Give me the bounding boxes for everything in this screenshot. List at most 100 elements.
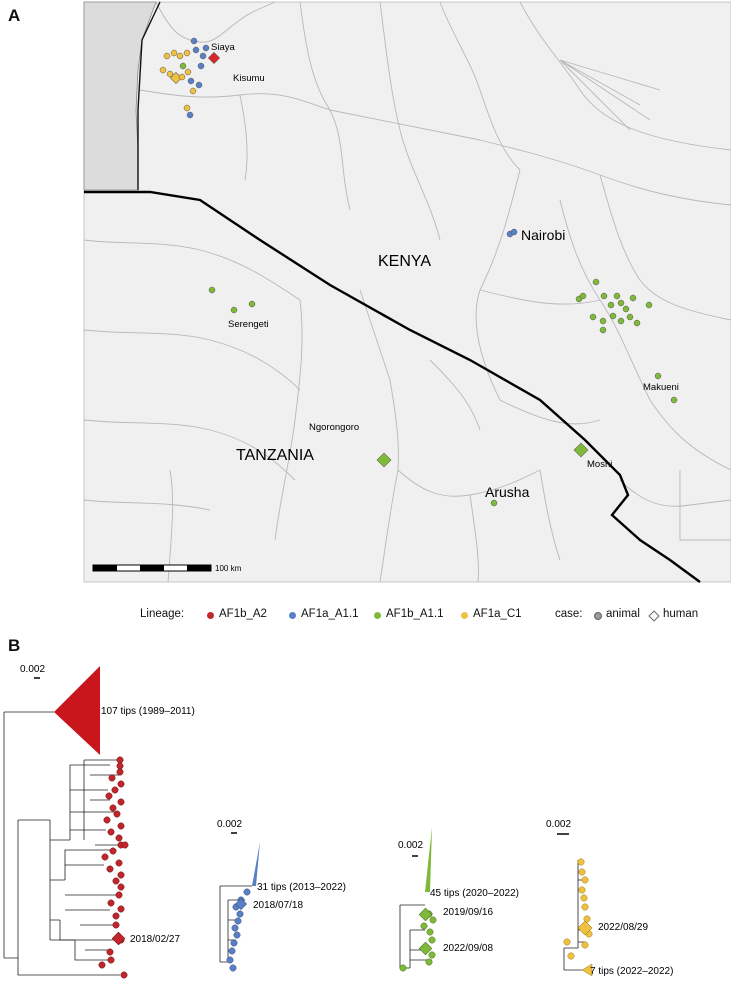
tree2-scale-label: 0.002 [217, 819, 242, 830]
marker-green [599, 317, 607, 325]
marker-green [592, 278, 600, 286]
marker-yellow [189, 87, 197, 95]
marker-blue [197, 62, 205, 70]
tree1-clade-label: 107 tips (1989–2011) [101, 706, 195, 717]
marker-green [645, 301, 653, 309]
tree3-scale-label: 0.002 [398, 840, 423, 851]
marker-yellow [178, 73, 186, 81]
tree3-tip-label-1: 2019/09/16 [443, 907, 493, 918]
marker-green [654, 372, 662, 380]
tree1-scale-label: 0.002 [20, 664, 45, 675]
tree2-tip-label: 2018/07/18 [253, 900, 303, 911]
marker-yellow [163, 52, 171, 60]
map-background [83, 1, 731, 583]
panel-label-a: A [8, 6, 21, 25]
marker-yellow [176, 52, 184, 60]
marker-green [248, 300, 256, 308]
place-makueni: Makueni [643, 382, 679, 393]
marker-green [617, 299, 625, 307]
country-border [84, 190, 701, 583]
marker-green [617, 317, 625, 325]
tree4-tip-label: 2022/08/29 [598, 922, 648, 933]
marker-blue [187, 77, 195, 85]
legend-lineage-1: AF1b_A2 [219, 608, 267, 620]
tree-af1a-c1: 0.002 2022/08/29 7 tips (2022–2022) [546, 819, 673, 977]
map-markers [159, 37, 678, 507]
lake-border [137, 1, 161, 190]
legend-lineage-2: AF1a_A1.1 [301, 608, 359, 620]
lake-victoria [83, 1, 157, 191]
tree-af1b-a1: 0.002 45 tips (2020–2022) 2019/09/16 202… [398, 827, 519, 972]
tree2-clade-label: 31 tips (2013–2022) [257, 882, 346, 893]
marker-green [626, 313, 634, 321]
marker-green [629, 294, 637, 302]
marker-blue [202, 44, 210, 52]
marker-green [600, 292, 608, 300]
legend-case-animal: animal [606, 608, 640, 620]
marker-blue [192, 46, 200, 54]
tree1-tip-label: 2018/02/27 [130, 934, 180, 945]
scale-bar: 100 km [92, 564, 242, 573]
marker-red-human [207, 51, 221, 65]
marker-blue [195, 81, 203, 89]
tree4-scale-label: 0.002 [546, 819, 571, 830]
tree3-tip-label-2: 2022/09/08 [443, 943, 493, 954]
map-panel: KENYA TANZANIA Siaya Kisumu Nairobi Sere… [83, 1, 731, 583]
marker-yellow [183, 104, 191, 112]
marker-green-human [573, 442, 589, 458]
marker-yellow [183, 49, 191, 57]
place-siaya: Siaya [211, 42, 235, 53]
tree1-collapsed-clade [54, 666, 100, 755]
legend-diamond-human [648, 610, 660, 622]
marker-green [622, 305, 630, 313]
marker-blue [510, 228, 518, 236]
tree4-clade-label: 7 tips (2022–2022) [590, 966, 673, 977]
marker-green [613, 292, 621, 300]
marker-blue [199, 52, 207, 60]
marker-blue [186, 111, 194, 119]
legend-dot-af1a-a1 [289, 612, 296, 619]
marker-green [230, 306, 238, 314]
tree-af1b-a2: 0.002 107 tips (1989–2011) 20 [3, 664, 195, 979]
marker-green [179, 62, 187, 70]
place-ngorongoro: Ngorongoro [309, 422, 359, 433]
tree2-collapsed-clade [252, 842, 260, 886]
panel-label-b: B [8, 636, 21, 655]
marker-green [490, 499, 498, 507]
marker-green [670, 396, 678, 404]
country-kenya: KENYA [378, 253, 431, 270]
scale-bar-label: 100 km [215, 564, 242, 573]
legend-case-title: case: [555, 608, 583, 620]
legend-lineage-title: Lineage: [140, 608, 185, 620]
admin-boundaries [83, 1, 731, 583]
marker-green [599, 326, 607, 334]
legend-dot-af1b-a1 [374, 612, 381, 619]
marker-blue [190, 37, 198, 45]
place-kisumu: Kisumu [233, 73, 265, 84]
marker-green [607, 301, 615, 309]
marker-green [208, 286, 216, 294]
place-arusha: Arusha [485, 484, 530, 500]
legend-dot-af1a-c1 [461, 612, 468, 619]
tree-af1a-a1: 0.002 31 tips (2013–2022) 2018/07/18 [217, 819, 346, 972]
marker-yellow [170, 49, 178, 57]
legend-dot-animal [594, 612, 602, 620]
tree3-collapsed-clade [425, 827, 432, 892]
place-serengeti: Serengeti [228, 319, 269, 330]
marker-green [633, 319, 641, 327]
marker-green [589, 313, 597, 321]
legend-lineage-3: AF1b_A1.1 [386, 608, 444, 620]
tree3-clade-label: 45 tips (2020–2022) [430, 888, 519, 899]
legend-case-human: human [663, 608, 699, 620]
legend: Lineage: AF1b_A2 AF1a_A1.1 AF1b_A1.1 AF1… [0, 602, 731, 630]
marker-green [579, 292, 587, 300]
marker-yellow [166, 70, 174, 78]
legend-dot-af1b-a2 [207, 612, 214, 619]
place-moshi: Moshi [587, 459, 612, 470]
marker-yellow-human [169, 71, 183, 85]
country-tanzania: TANZANIA [236, 447, 314, 464]
marker-green [609, 312, 617, 320]
legend-lineage-4: AF1a_C1 [473, 608, 522, 620]
place-nairobi: Nairobi [521, 227, 565, 243]
marker-green-human [376, 452, 392, 468]
